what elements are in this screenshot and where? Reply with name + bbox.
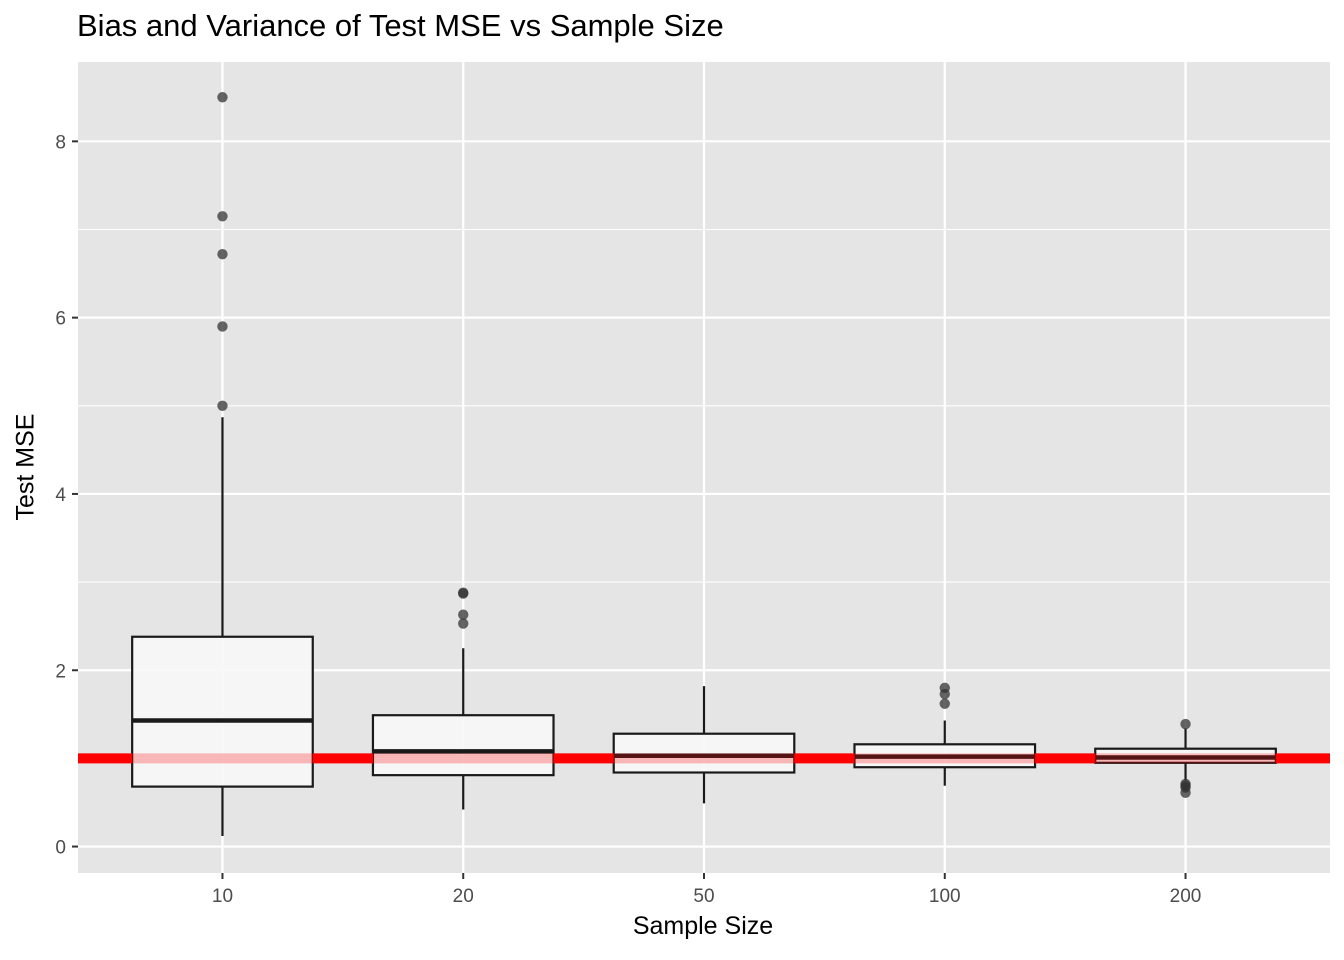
outlier-point: [217, 248, 228, 260]
outlier-point: [217, 211, 228, 222]
y-tick-label: 2: [55, 661, 66, 682]
x-tick-label: 20: [453, 886, 474, 907]
chart-title: Bias and Variance of Test MSE vs Sample …: [77, 8, 724, 43]
outlier-point: [1180, 778, 1191, 790]
outlier-point: [217, 92, 228, 103]
outlier-point: [458, 618, 469, 629]
outlier-point: [458, 587, 469, 598]
outlier-point: [939, 682, 950, 694]
x-tick-label: 200: [1170, 886, 1202, 907]
y-tick-label: 6: [55, 309, 66, 330]
x-tick-label: 50: [693, 886, 714, 907]
outlier-point: [458, 609, 469, 620]
box-50: [612, 732, 796, 774]
outlier-point: [1180, 718, 1191, 730]
y-tick-label: 0: [55, 838, 66, 859]
y-tick-label: 4: [55, 485, 66, 506]
box-20: [371, 714, 555, 777]
y-tick-label: 8: [55, 132, 66, 153]
outlier-point: [217, 321, 228, 332]
x-tick-label: 100: [929, 886, 961, 907]
outlier-point: [939, 698, 950, 709]
outlier-point: [217, 400, 228, 411]
box-10: [131, 635, 314, 788]
x-axis-title: Sample Size: [632, 912, 774, 940]
y-axis-title: Test MSE: [11, 413, 40, 521]
x-tick-label: 10: [212, 886, 233, 907]
